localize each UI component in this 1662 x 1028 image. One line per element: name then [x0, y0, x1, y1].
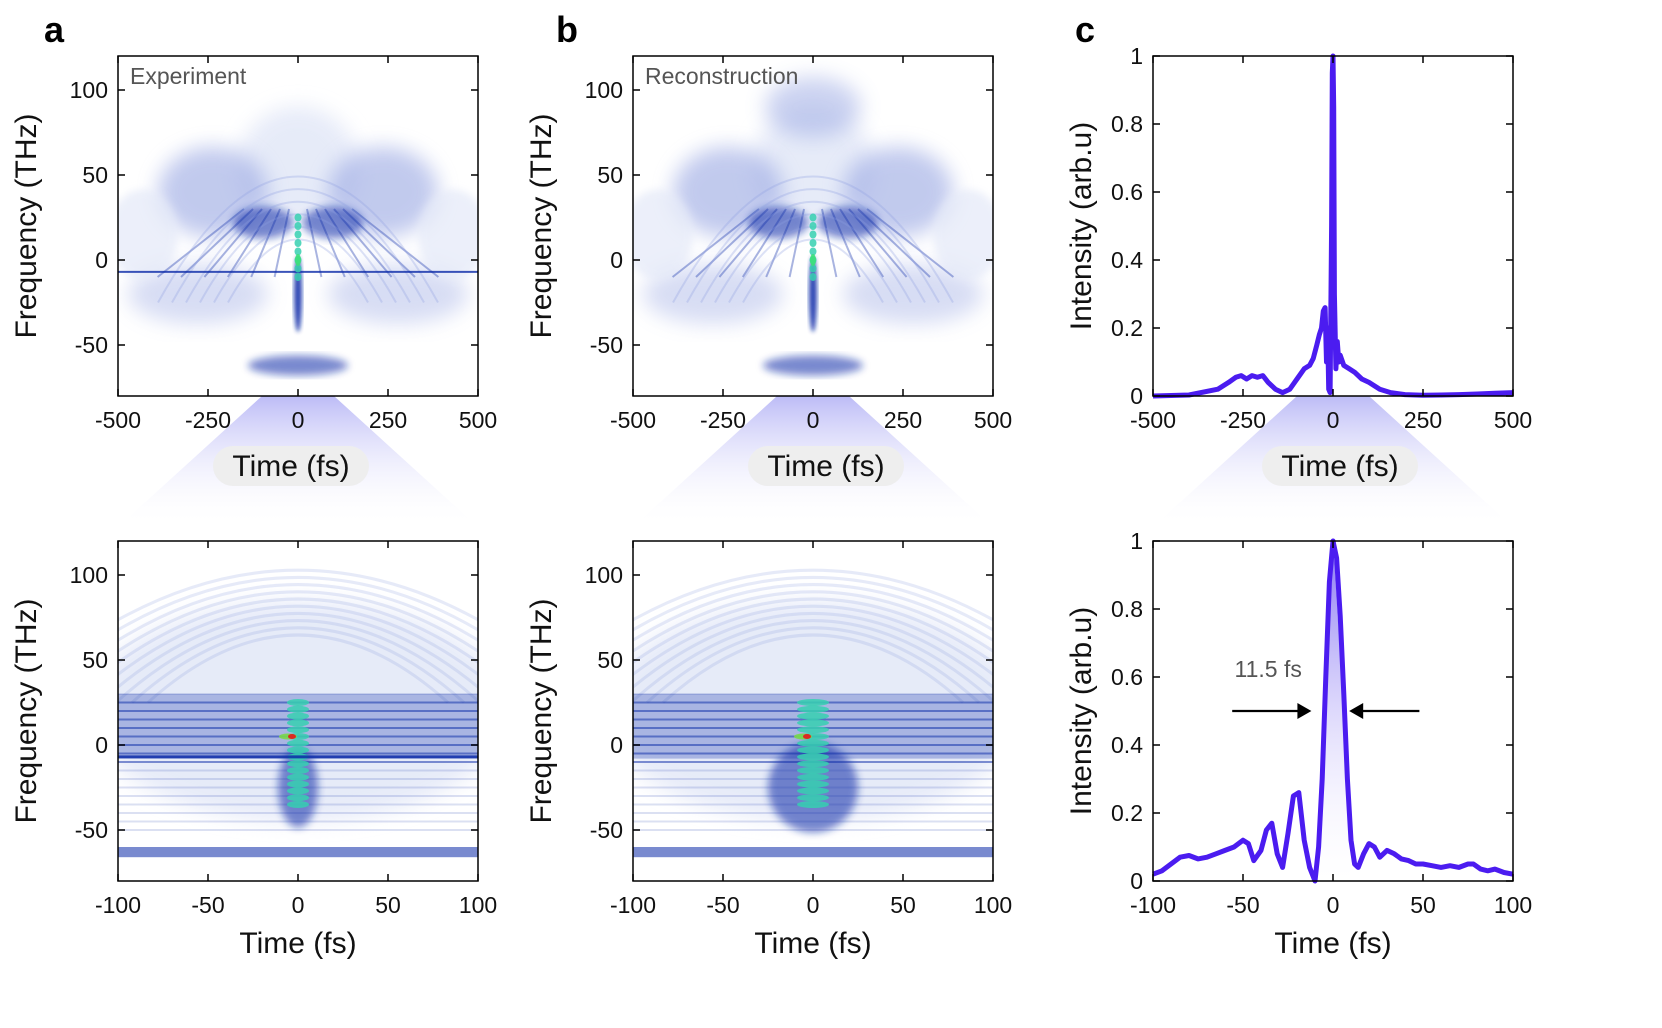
- y-tick-label: 100: [585, 562, 623, 588]
- x-tick-label: 500: [459, 407, 497, 433]
- y-tick-label: 100: [70, 77, 108, 103]
- y-tick-label: -50: [590, 817, 623, 843]
- panel-b-bottom: -100 -50 0 50 100 -50 0 50 100 Time (fs) Frequency…: [525, 540, 1012, 960]
- x-tick-label: -500: [95, 407, 141, 433]
- panel-label-b: b: [556, 9, 578, 50]
- x-axis-label: Time (fs): [1274, 927, 1391, 960]
- x-tick-label: -100: [610, 892, 656, 918]
- y-tick-label: 50: [597, 647, 623, 673]
- x-tick-label: 100: [974, 892, 1012, 918]
- y-tick-label: 0.6: [1111, 179, 1143, 205]
- y-tick-label: 0.4: [1111, 732, 1143, 758]
- x-axis-label: Time (fs): [767, 450, 884, 483]
- x-tick-label: -100: [95, 892, 141, 918]
- time-label-pill: [748, 446, 904, 486]
- y-tick-label: 0: [1130, 868, 1143, 894]
- y-tick-label: 0: [1130, 383, 1143, 409]
- x-tick-label: 0: [1327, 407, 1340, 433]
- x-tick-label: 250: [884, 407, 922, 433]
- y-tick-label: 50: [82, 162, 108, 188]
- y-tick-label: 0: [95, 247, 108, 273]
- time-label-pill: [1262, 446, 1418, 486]
- x-tick-label: -250: [185, 407, 231, 433]
- x-tick-label: 0: [807, 892, 820, 918]
- y-tick-label: 1: [1130, 528, 1143, 554]
- x-tick-label: -500: [610, 407, 656, 433]
- x-tick-label: 50: [375, 892, 401, 918]
- y-tick-label: 0.4: [1111, 247, 1143, 273]
- spectrogram-a-top: [118, 56, 478, 396]
- x-tick-label: -250: [1220, 407, 1266, 433]
- arrow-left-head: [1297, 703, 1312, 719]
- y-axis-label: Frequency (THz): [525, 113, 558, 338]
- y-axis-label: Frequency (THz): [10, 113, 43, 338]
- y-axis-label: Frequency (THz): [525, 598, 558, 823]
- x-tick-label: -500: [1130, 407, 1176, 433]
- x-tick-label: 250: [1404, 407, 1442, 433]
- y-tick-label: 0.8: [1111, 596, 1143, 622]
- x-tick-label: 0: [292, 892, 305, 918]
- fwhm-label: 11.5 fs: [1235, 656, 1302, 682]
- inner-label: Reconstruction: [645, 63, 798, 89]
- time-label-pill: [213, 446, 369, 486]
- x-tick-label: -250: [700, 407, 746, 433]
- x-tick-label: -50: [191, 892, 224, 918]
- y-tick-label: 0.6: [1111, 664, 1143, 690]
- x-axis-label: Time (fs): [754, 927, 871, 960]
- y-tick-label: 50: [597, 162, 623, 188]
- y-tick-label: -50: [75, 817, 108, 843]
- spectrogram-b-top: [633, 56, 993, 396]
- y-axis-label: Frequency (THz): [10, 598, 43, 823]
- y-tick-label: 1: [1130, 43, 1143, 69]
- arrow-right-head: [1349, 703, 1364, 719]
- x-tick-label: -100: [1130, 892, 1176, 918]
- y-tick-label: 0.2: [1111, 800, 1143, 826]
- peak-fill: [1315, 541, 1351, 881]
- x-tick-label: 500: [1494, 407, 1532, 433]
- y-axis-label: Intensity (arb.u): [1065, 122, 1098, 330]
- panel-a-bottom: -100 -50 0 50 100 -50 0 50 100 Time (fs) Frequency…: [10, 540, 497, 960]
- y-tick-label: 50: [82, 647, 108, 673]
- x-axis-label: Time (fs): [232, 450, 349, 483]
- y-axis-label: Intensity (arb.u): [1065, 607, 1098, 815]
- intensity-line-c-top: [1152, 53, 1514, 399]
- x-tick-label: 0: [1327, 892, 1340, 918]
- spectrogram-a-bottom: [118, 541, 478, 881]
- panel-label-a: a: [44, 9, 65, 50]
- y-tick-label: 0.2: [1111, 315, 1143, 341]
- x-tick-label: 500: [974, 407, 1012, 433]
- panel-c-bottom: 11.5 fs -100 -50 0 50 100 0 0.2 0.4 0.6 0.8 1 Time (…: [1065, 528, 1532, 960]
- y-tick-label: -50: [75, 332, 108, 358]
- x-tick-label: 100: [459, 892, 497, 918]
- spectrogram-b-bottom: [633, 541, 993, 881]
- x-tick-label: -50: [706, 892, 739, 918]
- y-tick-label: 100: [70, 562, 108, 588]
- y-tick-label: 0: [95, 732, 108, 758]
- x-tick-label: 0: [807, 407, 820, 433]
- y-tick-label: 0.8: [1111, 111, 1143, 137]
- x-tick-label: 0: [292, 407, 305, 433]
- y-tick-label: 100: [585, 77, 623, 103]
- y-tick-label: 0: [610, 732, 623, 758]
- x-tick-label: 250: [369, 407, 407, 433]
- panel-label-c: c: [1075, 9, 1095, 50]
- y-tick-label: -50: [590, 332, 623, 358]
- x-tick-label: 50: [890, 892, 916, 918]
- x-tick-label: -50: [1226, 892, 1259, 918]
- x-tick-label: 100: [1494, 892, 1532, 918]
- x-tick-label: 50: [1410, 892, 1436, 918]
- x-axis-label: Time (fs): [239, 927, 356, 960]
- y-tick-label: 0: [610, 247, 623, 273]
- panel-c-top: -500 -250 0 250 500 0 0.2 0.4 0.6 0.8 1 Time (fs) In…: [1065, 43, 1532, 486]
- x-axis-label: Time (fs): [1281, 450, 1398, 483]
- inner-label: Experiment: [130, 63, 247, 89]
